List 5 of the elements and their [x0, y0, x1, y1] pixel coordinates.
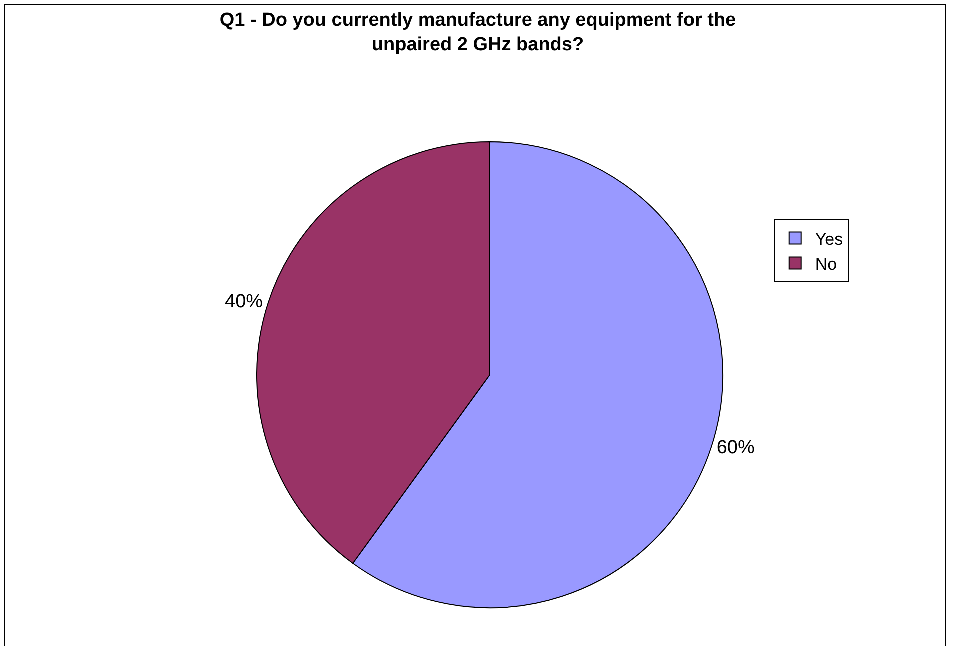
chart-title: Q1 - Do you currently manufacture any equipment for the unpaired 2 GHz bands? — [220, 10, 736, 56]
data-label: 40% — [225, 291, 264, 312]
legend-label: No — [815, 254, 838, 274]
data-label: 60% — [716, 438, 755, 459]
legend-label: Yes — [815, 230, 844, 249]
